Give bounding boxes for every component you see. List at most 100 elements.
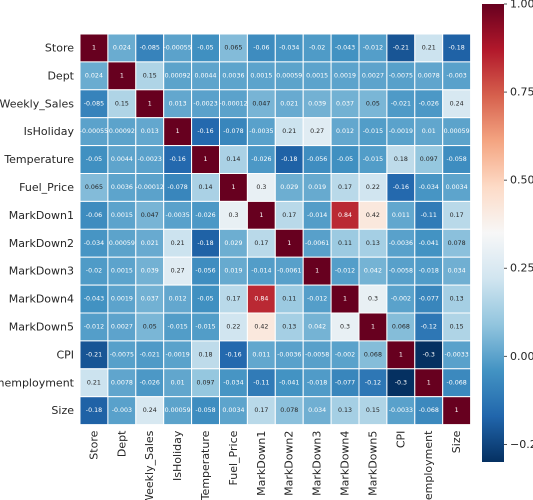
cell-value-label: -0.018 — [419, 268, 439, 275]
heatmap-cell — [414, 200, 444, 230]
cell-value-label: 0.021 — [280, 100, 298, 107]
cell-value-label: 0.037 — [336, 100, 354, 107]
heatmap-cell — [358, 145, 388, 175]
cell-value-label: 0.0027 — [362, 72, 384, 79]
cell-value-label: 0.14 — [199, 184, 213, 191]
heatmap-cell — [442, 173, 472, 202]
x-tick-label: CPI — [394, 431, 407, 449]
heatmap-cell — [442, 145, 472, 175]
cell-value-label: -0.018 — [307, 379, 327, 386]
y-axis-labels: Store Dept Weekly_Sales IsHoliday Temperatur… — [0, 41, 75, 417]
cell-value-label: 0.019 — [224, 268, 242, 275]
heatmap-cell — [163, 117, 193, 147]
heatmap-cell — [135, 117, 165, 147]
heatmap-cell — [274, 396, 304, 426]
cell-value-label: 0.13 — [282, 323, 296, 330]
colorbar-tick-label: 0.25 — [510, 262, 533, 275]
heatmap-cell — [386, 173, 416, 202]
heatmap-cell — [386, 33, 416, 63]
cell-value-label: -0.12 — [365, 379, 381, 386]
cell-value-label: 0.13 — [338, 407, 352, 414]
colorbar-tick-label: 0.75 — [510, 86, 533, 99]
heatmap-cell — [442, 368, 472, 398]
cell-value-label: 0.42 — [366, 212, 380, 219]
heatmap-cell — [274, 89, 304, 119]
heatmap-cell — [246, 396, 276, 426]
heatmap-cell — [191, 284, 221, 314]
cell-value-label: -0.00055 — [163, 44, 191, 51]
heatmap-cell — [135, 61, 165, 91]
cell-value-label: 0.042 — [308, 323, 326, 330]
cell-value-label: 0.047 — [141, 212, 159, 219]
heatmap-cell — [442, 89, 472, 119]
heatmap-cell — [191, 145, 221, 175]
cell-value-label: 0.27 — [171, 268, 185, 275]
cell-value-label: 1 — [427, 379, 431, 386]
heatmap-cell — [219, 228, 248, 258]
cell-value-label: 0.00059 — [444, 128, 470, 135]
cell-value-label: -0.21 — [393, 44, 409, 51]
cell-value-label: 0.0027 — [111, 323, 133, 330]
cell-value-label: 0.00059 — [276, 72, 302, 79]
cell-value-label: 1 — [204, 156, 208, 163]
cell-value-label: -0.0033 — [444, 351, 468, 358]
cell-value-label: 0.15 — [143, 72, 157, 79]
cell-value-label: 0.078 — [280, 407, 298, 414]
x-tick-label: Store — [87, 430, 100, 459]
cell-value-label: 0.047 — [252, 100, 270, 107]
cell-value-label: 1 — [399, 351, 403, 358]
heatmap-cell — [135, 200, 165, 230]
cell-value-label: -0.11 — [421, 212, 437, 219]
heatmap-cell — [219, 33, 248, 63]
heatmap-cell — [79, 340, 109, 370]
heatmap-cell — [107, 284, 137, 314]
heatmap-cell — [358, 396, 388, 426]
cell-value-label: -0.0058 — [389, 268, 413, 275]
heatmap-cell — [191, 200, 221, 230]
heatmap-cell — [302, 89, 332, 119]
cell-value-label: 1 — [343, 296, 347, 303]
x-tick-label: MarkDown4 — [339, 431, 352, 496]
cell-value-label: -0.058 — [446, 156, 466, 163]
y-tick-label: MarkDown4 — [9, 293, 74, 306]
cell-value-label: -0.021 — [140, 351, 160, 358]
heatmap-cell — [79, 284, 109, 314]
cell-value-label: -0.021 — [391, 100, 411, 107]
cell-value-label: 0.05 — [143, 323, 157, 330]
heatmap-cell — [246, 117, 276, 147]
cell-value-label: -0.00012 — [136, 184, 164, 191]
cell-value-label: -0.0036 — [277, 351, 301, 358]
heatmap-cell — [219, 61, 248, 91]
cell-value-label: -0.18 — [281, 156, 297, 163]
cell-value-label: -0.06 — [86, 212, 102, 219]
cell-value-label: 0.15 — [115, 100, 129, 107]
heatmap-cell — [191, 312, 221, 342]
x-tick-label: MarkDown5 — [366, 431, 379, 496]
heatmap-cell — [358, 117, 388, 147]
heatmap-cell — [386, 228, 416, 258]
cell-value-label: 0.0015 — [250, 72, 272, 79]
cell-value-label: -0.026 — [195, 212, 215, 219]
y-tick-label: Dept — [47, 69, 74, 82]
cell-value-label: -0.012 — [363, 44, 383, 51]
cell-value-label: -0.06 — [253, 44, 269, 51]
cell-value-label: 0.024 — [113, 44, 131, 51]
cell-value-label: -0.0023 — [193, 100, 217, 107]
cell-value-label: -0.015 — [167, 323, 187, 330]
cell-value-label: 0.0036 — [222, 72, 244, 79]
cell-value-label: 0.037 — [141, 296, 159, 303]
cell-value-label: 0.021 — [141, 240, 159, 247]
cell-value-label: -0.0075 — [389, 72, 413, 79]
cell-value-label: -0.0035 — [249, 128, 273, 135]
cell-value-label: 0.18 — [394, 156, 408, 163]
heatmap-cell — [135, 173, 165, 202]
cell-value-label: 0.0019 — [334, 72, 356, 79]
cell-value-label: -0.078 — [167, 184, 187, 191]
cell-value-label: 0.0078 — [111, 379, 133, 386]
heatmap-cell — [219, 396, 248, 426]
heatmap-cell — [191, 61, 221, 91]
y-tick-label: MarkDown1 — [9, 209, 74, 222]
cell-value-label: -0.015 — [363, 128, 383, 135]
cell-value-label: 0.3 — [368, 296, 378, 303]
cell-value-label: 0.012 — [169, 296, 187, 303]
